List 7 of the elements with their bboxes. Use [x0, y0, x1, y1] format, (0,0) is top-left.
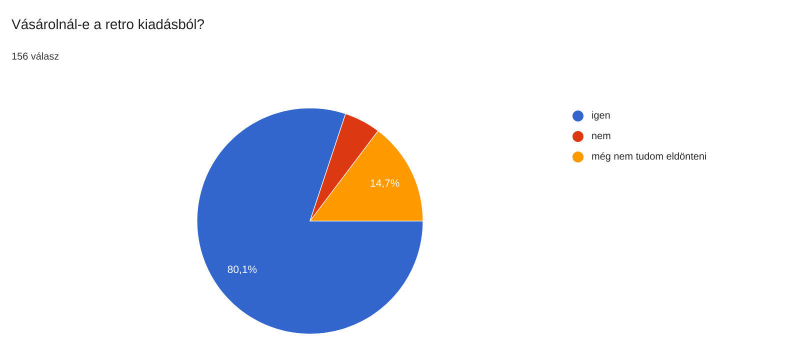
- text: 156 válasz: [12, 52, 59, 60]
- data-label: 14,7%: [370, 179, 400, 188]
- chart-title: Vásárolnál-e a retro kiadásból?: [12, 18, 204, 30]
- legend-label: igen: [592, 111, 610, 121]
- legend-label: nem: [592, 134, 610, 140]
- legend-label: még nem tudom eldönteni: [592, 152, 706, 162]
- data-label: 80,1%: [228, 266, 257, 274]
